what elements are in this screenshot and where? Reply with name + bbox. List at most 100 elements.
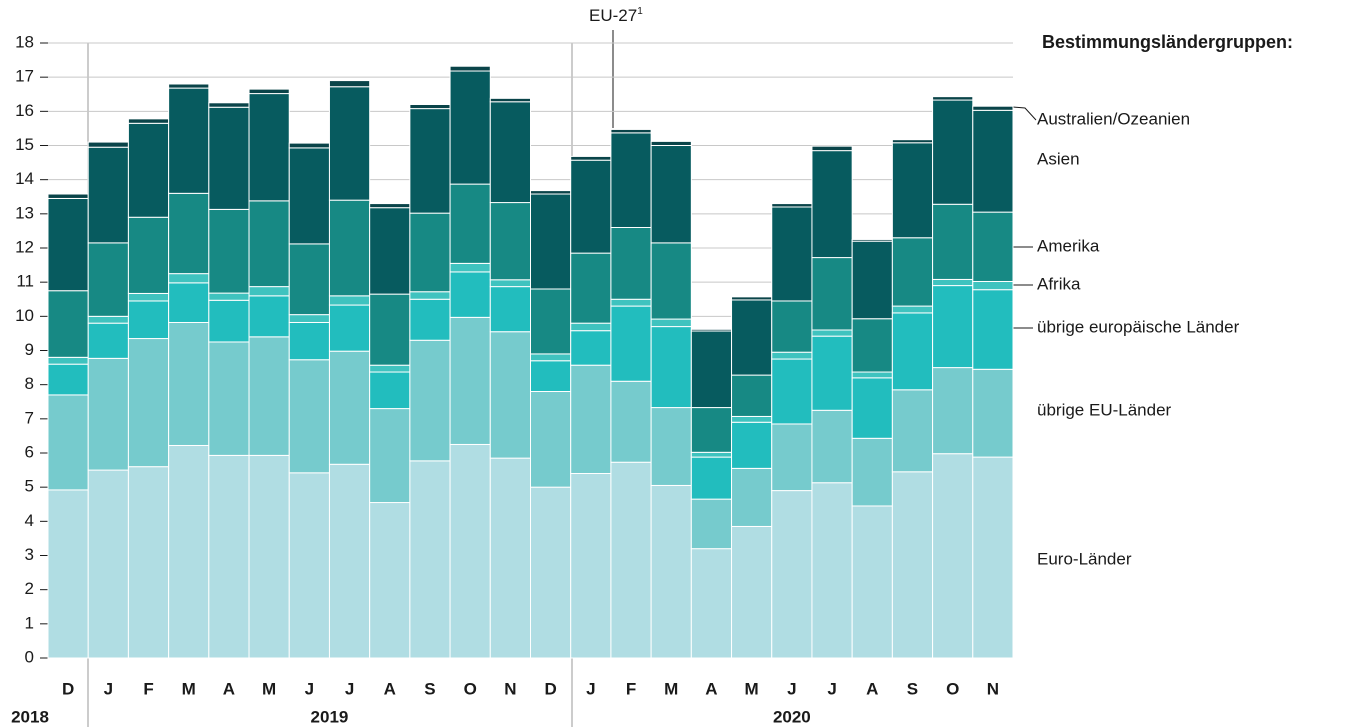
- bar-segment: [409, 298, 451, 341]
- x-tick-label: S: [424, 679, 435, 698]
- bar-segment: [972, 211, 1014, 282]
- x-tick-label: M: [262, 679, 276, 698]
- bar-segment: [731, 421, 773, 469]
- bar-segment: [208, 341, 250, 456]
- bar-segment: [610, 461, 652, 659]
- bar-segment: [87, 469, 129, 659]
- bar-segment: [891, 312, 934, 391]
- bar-segment: [127, 292, 170, 302]
- bar-segment: [248, 336, 290, 456]
- bar-segment: [47, 197, 89, 292]
- bar-segment: [530, 193, 572, 290]
- bar-segment: [530, 190, 572, 195]
- bar-segment: [168, 282, 210, 323]
- bar-segment: [811, 329, 853, 337]
- bar-segment: [47, 290, 89, 358]
- bar-segment: [610, 305, 652, 382]
- y-tick-label: 15: [15, 135, 34, 154]
- bar-segment: [369, 371, 411, 410]
- x-tick-label: F: [626, 679, 636, 698]
- y-tick-label: 5: [25, 477, 34, 496]
- bar-segment: [489, 331, 531, 459]
- x-tick-label: M: [745, 679, 759, 698]
- bar-segment: [47, 363, 89, 396]
- bar-segment: [449, 70, 491, 185]
- bar-segment: [248, 295, 290, 338]
- bar-segment: [288, 321, 330, 361]
- bar-segment: [610, 128, 652, 134]
- bar-segment: [690, 328, 733, 332]
- y-tick-label: 17: [15, 67, 34, 86]
- bar-segment: [650, 407, 692, 486]
- bar-segment: [972, 109, 1014, 213]
- bar-segment: [47, 356, 89, 365]
- bar-segment: [771, 300, 813, 353]
- bar-segment: [127, 216, 170, 294]
- bar-segment: [851, 437, 893, 507]
- year-label: 2019: [311, 707, 349, 726]
- bar-segment: [449, 316, 491, 445]
- bar-segment: [328, 199, 371, 297]
- bar-segment: [891, 389, 934, 473]
- bar-segment: [369, 364, 411, 373]
- bar-segment: [87, 146, 129, 244]
- bar-segment: [449, 443, 491, 659]
- bar-segment: [690, 451, 733, 458]
- bar-segment: [87, 315, 129, 324]
- bar-segment: [972, 368, 1014, 458]
- bar-segment: [489, 457, 531, 659]
- x-tick-label: N: [987, 679, 999, 698]
- bar-segment: [449, 183, 491, 264]
- bar-segment: [570, 364, 612, 475]
- bar-segment: [87, 322, 129, 359]
- bar-segment: [972, 289, 1014, 370]
- bar-segment: [530, 360, 572, 392]
- legend-label: übrige europäische Länder: [1037, 317, 1240, 336]
- x-tick-label: A: [223, 679, 235, 698]
- legend-label: Euro-Länder: [1037, 549, 1132, 568]
- x-tick-label: N: [504, 679, 516, 698]
- x-tick-label: A: [866, 679, 878, 698]
- y-tick-label: 10: [15, 306, 34, 325]
- bar-segment: [570, 330, 612, 366]
- legend-label: Afrika: [1037, 274, 1081, 293]
- bar-segment: [530, 288, 572, 355]
- bar-segment: [690, 498, 733, 550]
- y-tick-label: 16: [15, 101, 34, 120]
- annotation: EU-271: [589, 6, 643, 26]
- bar-segment: [47, 394, 89, 491]
- bar-segment: [489, 286, 531, 333]
- x-tick-label: J: [345, 679, 354, 698]
- bar-segment: [851, 377, 893, 439]
- y-tick-label: 12: [15, 237, 34, 256]
- bar-segment: [288, 147, 330, 245]
- bar-segment: [570, 155, 612, 161]
- bar-segment: [449, 262, 491, 273]
- bar-segment: [690, 456, 733, 500]
- y-tick-label: 2: [25, 579, 34, 598]
- bar-segment: [731, 415, 773, 423]
- bar-segment: [530, 486, 572, 659]
- bar-segment: [409, 291, 451, 300]
- x-tick-label: J: [305, 679, 314, 698]
- year-label: 2020: [773, 707, 811, 726]
- bar-segment: [369, 293, 411, 366]
- x-tick-label: M: [664, 679, 678, 698]
- bar-segment: [248, 200, 290, 288]
- y-tick-label: 14: [15, 169, 34, 188]
- bar-segment: [932, 96, 974, 101]
- bar-segment: [328, 350, 371, 465]
- legend-label: Amerika: [1037, 236, 1100, 255]
- bar-segment: [489, 97, 531, 103]
- bar-segment: [328, 463, 371, 659]
- y-tick-label: 0: [25, 647, 34, 666]
- bar-segment: [288, 314, 330, 323]
- bar-segment: [650, 484, 692, 659]
- bar-segment: [369, 502, 411, 659]
- bar-segment: [972, 105, 1014, 111]
- bar-segment: [208, 102, 250, 108]
- bar-segment: [731, 525, 773, 659]
- bar-segment: [87, 357, 129, 471]
- x-tick-label: M: [182, 679, 196, 698]
- bar-segment: [610, 380, 652, 463]
